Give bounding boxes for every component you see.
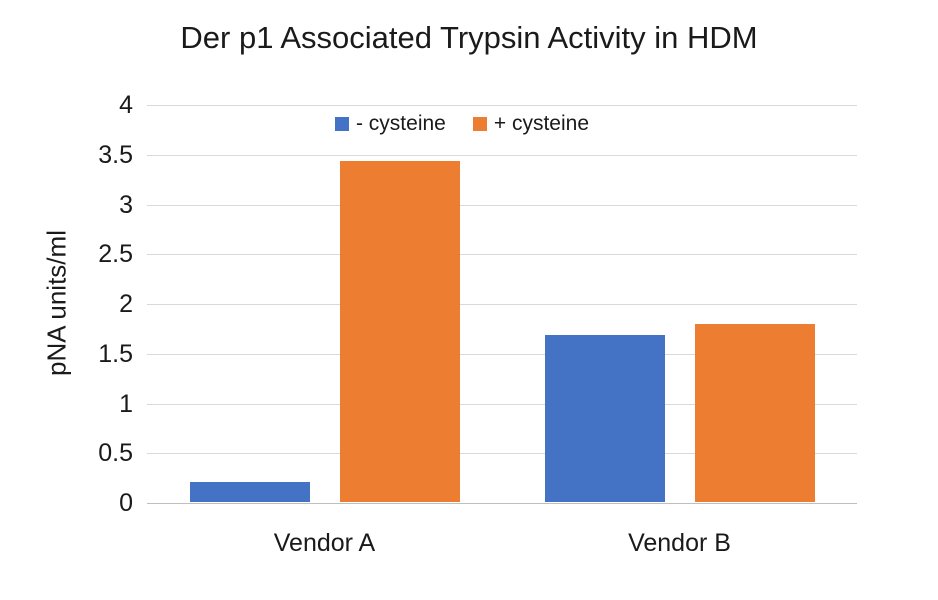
bar-vendor-a-series-2: [339, 160, 460, 502]
gridline: [147, 254, 857, 256]
y-tick-label-0-5: 0.5: [98, 439, 133, 468]
gridline: [147, 353, 857, 355]
bar-vendor-a-series-1: [189, 482, 310, 502]
plot-area: 0 0.5 1 1.5 2 2.5 3 3.5 4 - cysteine + cysteine V…: [98, 91, 857, 557]
y-tick-label-4: 4: [119, 91, 133, 119]
y-tick-label-3: 3: [119, 190, 133, 219]
y-tick-label-3-5: 3.5: [98, 140, 133, 169]
legend-label-2: + cysteine: [493, 112, 589, 135]
y-tick-label-2-5: 2.5: [98, 240, 133, 269]
bars-layer: [147, 105, 857, 503]
y-tick-labels-layer: 0 0.5 1 1.5 2 2.5 3 3.5 4: [98, 91, 857, 517]
y-tick-label-1: 1: [119, 389, 133, 418]
legend-item-1: - cysteine: [334, 112, 446, 136]
y-tick-label-1-5: 1.5: [98, 339, 133, 368]
gridline: [147, 304, 857, 305]
gridlines-layer: [147, 105, 857, 504]
gridline: [147, 204, 857, 206]
bar-vendor-b-series-2: [694, 323, 815, 502]
legend: - cysteine + cysteine: [107, 112, 817, 136]
gridline: [147, 154, 857, 156]
bar-vendor-b-series-1: [544, 334, 665, 502]
y-axis-title: pNA units/ml: [41, 230, 72, 376]
x-tick-labels-layer: Vendor A Vendor B: [147, 105, 857, 557]
legend-swatch-1: [334, 117, 349, 131]
gridline: [147, 453, 857, 455]
y-tick-label-0: 0: [119, 489, 133, 517]
x-category-label-vendor-b: Vendor B: [628, 529, 731, 557]
legend-label-1: - cysteine: [355, 112, 446, 135]
legend-swatch-2: [472, 117, 487, 131]
gridline: [147, 403, 857, 405]
legend-item-2: + cysteine: [472, 112, 589, 136]
chart-title: Der p1 Associated Trypsin Activity in HD…: [180, 20, 758, 55]
gridline: [147, 105, 857, 106]
y-tick-label-2: 2: [119, 290, 133, 318]
x-category-label-vendor-a: Vendor A: [273, 529, 376, 557]
x-axis-line: [147, 503, 857, 504]
